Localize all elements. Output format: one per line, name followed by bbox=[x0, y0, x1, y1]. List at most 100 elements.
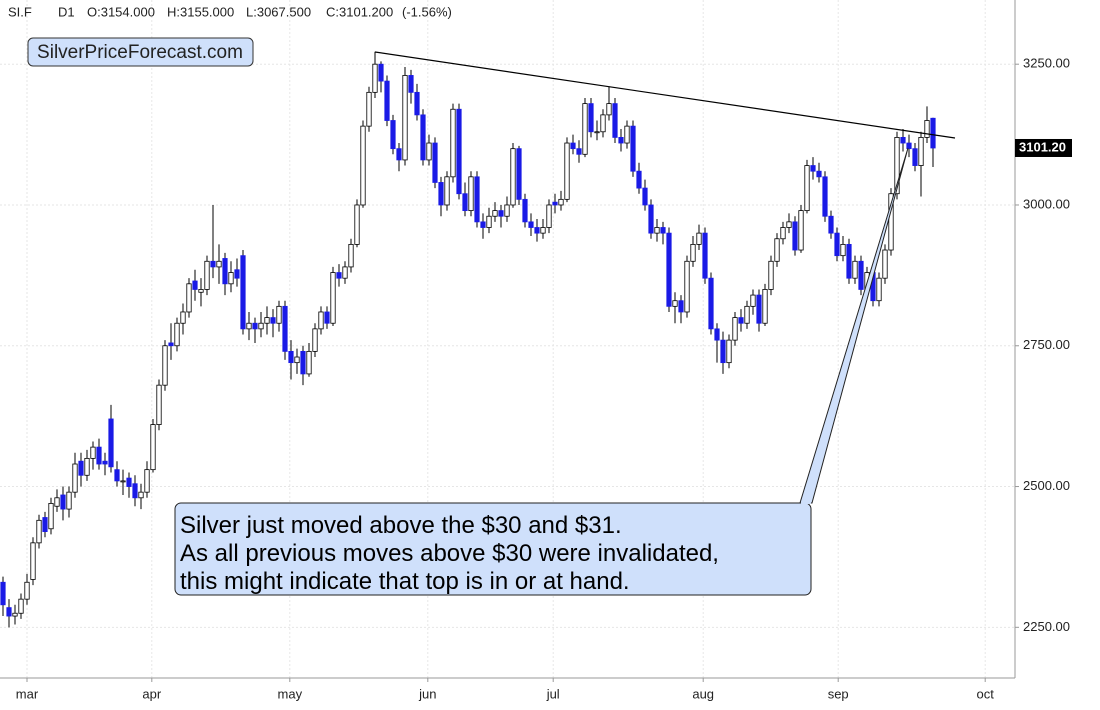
y-tick-label: 2250.00 bbox=[1023, 619, 1070, 634]
candle-body bbox=[42, 517, 48, 532]
candle-body bbox=[240, 255, 246, 330]
candle-body bbox=[156, 384, 162, 425]
candle-body bbox=[576, 148, 582, 155]
x-tick-label: jun bbox=[418, 686, 436, 701]
candle-body bbox=[690, 243, 696, 262]
candle-body bbox=[324, 311, 330, 324]
candle-body bbox=[450, 108, 456, 178]
candle-body bbox=[306, 350, 312, 375]
trend-line bbox=[374, 51, 956, 139]
candle-body bbox=[384, 80, 390, 121]
header-timeframe: D1 bbox=[58, 4, 75, 19]
candle-body bbox=[300, 350, 306, 375]
candle-body bbox=[78, 460, 84, 476]
annotation-line: Silver just moved above the $30 and $31. bbox=[180, 512, 622, 539]
candle-body bbox=[528, 221, 534, 228]
x-tick-label: may bbox=[278, 686, 303, 701]
candle-body bbox=[612, 103, 618, 138]
header-high: H:3155.000 bbox=[167, 4, 234, 19]
candle-body bbox=[108, 418, 114, 468]
candle-body bbox=[570, 142, 576, 150]
x-tick-label: oct bbox=[977, 686, 995, 701]
candle-body bbox=[762, 289, 768, 324]
candle-body bbox=[198, 289, 204, 293]
candle-body bbox=[714, 328, 720, 341]
candle-body bbox=[618, 137, 624, 144]
candle-body bbox=[144, 469, 150, 493]
header-close: C:3101.200 bbox=[326, 4, 393, 19]
candle-body bbox=[684, 260, 690, 313]
candle-body bbox=[492, 210, 498, 217]
candle-body bbox=[768, 260, 774, 290]
candle-body bbox=[498, 210, 504, 217]
candle-body bbox=[816, 170, 822, 178]
candle-body bbox=[804, 165, 810, 212]
candle-body bbox=[222, 258, 228, 285]
candle-body bbox=[246, 322, 252, 330]
callout-box bbox=[174, 502, 812, 596]
last-price-label: 3101.20 bbox=[1019, 139, 1066, 154]
candle-body bbox=[900, 137, 906, 144]
candle-body bbox=[510, 148, 516, 206]
candle-body bbox=[120, 480, 126, 483]
candle-body bbox=[420, 114, 426, 161]
candle-body bbox=[264, 317, 270, 324]
candle-body bbox=[342, 266, 348, 279]
candle-body bbox=[672, 300, 678, 307]
candle-body bbox=[654, 227, 660, 234]
candle-body bbox=[930, 117, 936, 149]
candle-body bbox=[114, 469, 120, 482]
candle-body bbox=[582, 103, 588, 155]
candle-body bbox=[732, 317, 738, 341]
candle-body bbox=[60, 494, 66, 510]
candles bbox=[0, 51, 936, 628]
candle-body bbox=[852, 260, 858, 279]
candle-body bbox=[288, 350, 294, 364]
candle-body bbox=[192, 280, 198, 290]
candle-body bbox=[456, 108, 462, 195]
candle-body bbox=[834, 232, 840, 257]
candle-body bbox=[276, 305, 282, 324]
candle-body bbox=[438, 182, 444, 206]
candle-body bbox=[486, 215, 492, 228]
candle-body bbox=[924, 120, 930, 138]
candle-body bbox=[366, 91, 372, 127]
candle-body bbox=[282, 305, 288, 352]
header-symbol: SI.F bbox=[8, 4, 32, 19]
header-open: O:3154.000 bbox=[87, 4, 155, 19]
candle-body bbox=[666, 232, 672, 307]
candle-body bbox=[0, 581, 6, 606]
candle-body bbox=[336, 272, 342, 279]
candle-body bbox=[660, 227, 666, 234]
candle-body bbox=[846, 243, 852, 279]
candle-body bbox=[726, 339, 732, 364]
candle-body bbox=[270, 317, 276, 324]
candle-body bbox=[138, 491, 144, 499]
y-tick-label: 2750.00 bbox=[1023, 337, 1070, 352]
candle-body bbox=[588, 103, 594, 133]
candle-body bbox=[534, 227, 540, 234]
candle-body bbox=[540, 227, 546, 234]
candle-body bbox=[150, 424, 156, 471]
candle-body bbox=[30, 542, 36, 580]
candle-body bbox=[468, 176, 474, 212]
annotation-line: this might indicate that top is in or at… bbox=[180, 568, 630, 595]
candle-body bbox=[396, 148, 402, 161]
candle-body bbox=[318, 311, 324, 330]
candle-body bbox=[600, 114, 606, 133]
y-tick-label: 2500.00 bbox=[1023, 478, 1070, 493]
candle-body bbox=[6, 607, 12, 617]
candle-body bbox=[126, 477, 132, 487]
candle-body bbox=[810, 165, 816, 172]
candle-body bbox=[636, 170, 642, 189]
candle-body bbox=[348, 243, 354, 268]
header-low: L:3067.500 bbox=[246, 4, 311, 19]
candle-body bbox=[132, 483, 138, 499]
candle-body bbox=[798, 210, 804, 251]
y-tick-label: 3000.00 bbox=[1023, 196, 1070, 211]
candle-body bbox=[72, 463, 78, 493]
candle-body bbox=[678, 300, 684, 313]
header: SI.F D1 O:3154.000 H:3155.000 L:3067.500… bbox=[8, 4, 452, 19]
candle-body bbox=[606, 103, 612, 116]
